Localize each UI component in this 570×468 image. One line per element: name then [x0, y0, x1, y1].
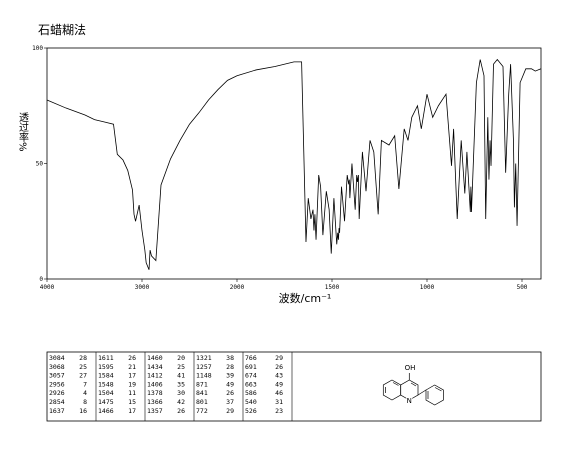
peak-wavenumber: 841 [196, 389, 208, 397]
peak-transmittance: 27 [79, 372, 87, 380]
structure-label: N [407, 397, 412, 405]
peak-transmittance: 28 [226, 363, 234, 371]
peak-transmittance: 15 [128, 398, 136, 406]
x-tick-label: 1000 [420, 284, 435, 291]
peak-transmittance: 39 [226, 372, 234, 380]
y-axis-label: 透过率% [17, 112, 29, 152]
peak-transmittance: 42 [177, 398, 185, 406]
peak-wavenumber: 1412 [147, 372, 163, 380]
peak-wavenumber: 1257 [196, 363, 212, 371]
y-tick-label: 0 [39, 276, 43, 283]
peak-transmittance: 30 [177, 389, 185, 397]
peak-transmittance: 19 [128, 380, 136, 388]
peak-wavenumber: 1637 [49, 407, 65, 415]
peak-transmittance: 26 [275, 363, 283, 371]
peak-wavenumber: 1595 [98, 363, 114, 371]
peak-wavenumber: 1611 [98, 354, 114, 362]
y-tick-label: 50 [36, 161, 44, 168]
peak-transmittance: 26 [226, 389, 234, 397]
peak-wavenumber: 663 [245, 380, 257, 388]
structure [382, 373, 444, 406]
x-tick-label: 3000 [135, 284, 150, 291]
peak-wavenumber: 2854 [49, 398, 65, 406]
peak-transmittance: 49 [226, 380, 234, 388]
peak-wavenumber: 871 [196, 380, 208, 388]
x-axis-label: 波数/cm⁻¹ [279, 292, 332, 305]
peak-wavenumber: 1357 [147, 407, 163, 415]
peak-transmittance: 26 [177, 407, 185, 415]
peak-wavenumber: 691 [245, 363, 257, 371]
peak-transmittance: 8 [83, 398, 87, 406]
peak-wavenumber: 540 [245, 398, 257, 406]
peak-wavenumber: 526 [245, 407, 257, 415]
peak-wavenumber: 586 [245, 389, 257, 397]
x-tick-label: 1500 [325, 284, 340, 291]
peak-wavenumber: 1548 [98, 380, 114, 388]
peak-transmittance: 29 [226, 407, 234, 415]
x-tick-label: 2000 [230, 284, 245, 291]
peak-wavenumber: 1148 [196, 372, 212, 380]
peak-transmittance: 41 [177, 372, 185, 380]
peak-wavenumber: 772 [196, 407, 208, 415]
peak-wavenumber: 3084 [49, 354, 65, 362]
peak-wavenumber: 1434 [147, 363, 163, 371]
peak-wavenumber: 1460 [147, 354, 163, 362]
spectrum-line [46, 58, 542, 270]
peak-wavenumber: 801 [196, 398, 208, 406]
peak-transmittance: 4 [83, 389, 87, 397]
plot-frame [46, 47, 542, 280]
peak-wavenumber: 1504 [98, 389, 114, 397]
peak-transmittance: 38 [226, 354, 234, 362]
peak-wavenumber: 2926 [49, 389, 65, 397]
peak-transmittance: 17 [128, 407, 136, 415]
peak-transmittance: 7 [83, 380, 87, 388]
peak-transmittance: 23 [275, 407, 283, 415]
peak-transmittance: 20 [177, 354, 185, 362]
peak-wavenumber: 1366 [147, 398, 163, 406]
peak-wavenumber: 1475 [98, 398, 114, 406]
peak-transmittance: 25 [79, 363, 87, 371]
x-tick-label: 4000 [40, 284, 55, 291]
peak-transmittance: 35 [177, 380, 185, 388]
peak-transmittance: 29 [275, 354, 283, 362]
x-tick-label: 500 [517, 284, 528, 291]
peak-wavenumber: 674 [245, 372, 257, 380]
peak-wavenumber: 2956 [49, 380, 65, 388]
chart-title: 石蜡糊法 [38, 22, 86, 37]
peak-wavenumber: 1466 [98, 407, 114, 415]
peak-wavenumber: 3057 [49, 372, 65, 380]
peak-transmittance: 43 [275, 372, 283, 380]
peak-transmittance: 28 [79, 354, 87, 362]
peak-transmittance: 11 [128, 389, 136, 397]
peak-transmittance: 46 [275, 389, 283, 397]
peak-transmittance: 16 [79, 407, 87, 415]
peak-wavenumber: 1378 [147, 389, 163, 397]
peak-transmittance: 17 [128, 372, 136, 380]
peak-transmittance: 49 [275, 380, 283, 388]
table-frame [46, 351, 542, 422]
y-tick-label: 100 [32, 45, 43, 52]
peak-wavenumber: 1584 [98, 372, 114, 380]
peak-transmittance: 37 [226, 398, 234, 406]
peak-wavenumber: 3068 [49, 363, 65, 371]
peak-transmittance: 26 [128, 354, 136, 362]
peak-transmittance: 25 [177, 363, 185, 371]
peak-transmittance: 31 [275, 398, 283, 406]
structure-label: OH [405, 364, 416, 372]
peak-transmittance: 21 [128, 363, 136, 371]
table-dividers [95, 352, 293, 421]
peak-wavenumber: 1406 [147, 380, 163, 388]
peak-wavenumber: 766 [245, 354, 257, 362]
peak-wavenumber: 1321 [196, 354, 212, 362]
